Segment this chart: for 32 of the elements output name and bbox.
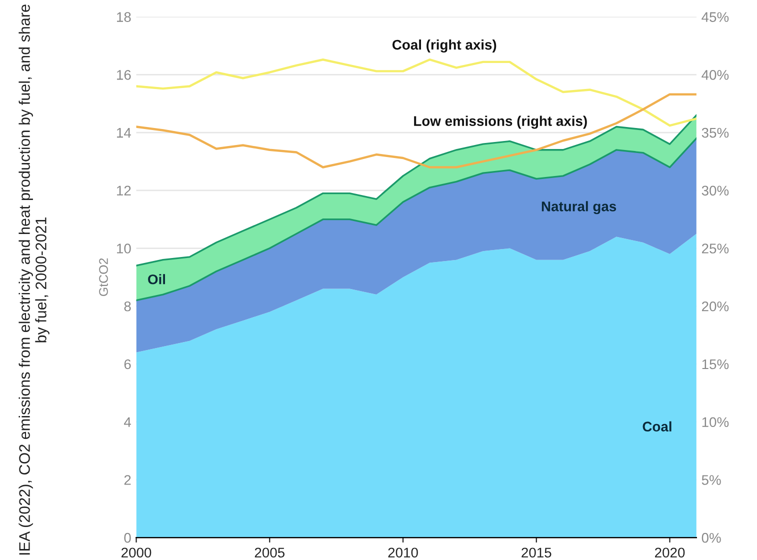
y2-tick-label: 0% [702, 532, 721, 543]
y-tick-label: 4 [124, 417, 131, 427]
y2-tick-label: 10% [702, 417, 729, 428]
y-tick-label: 6 [124, 359, 131, 370]
y-tick-label: 2 [124, 475, 131, 485]
x-tick-label: 2020 [655, 548, 685, 558]
x-tick-label: 2000 [122, 548, 152, 558]
y2-tick-label: 20% [702, 301, 729, 312]
y2-tick-label: 5% [702, 475, 721, 485]
series-label: Low emissions (right axis) [414, 116, 587, 129]
y-axis-title: GtCO2 [99, 258, 108, 296]
y-tick-label: 12 [117, 186, 131, 196]
series-label: Coal (right axis) [392, 39, 496, 53]
line-series [136, 93, 696, 168]
y2-tick-label: 35% [702, 128, 729, 138]
y-tick-label: 16 [117, 70, 131, 80]
y2-tick-label: 45% [702, 12, 729, 22]
y2-tick-label: 30% [702, 186, 729, 196]
y2-tick-label: 25% [702, 244, 729, 254]
line-series [136, 58, 696, 127]
y2-tick-label: 40% [702, 70, 729, 80]
series-label: Natural gas [542, 201, 616, 214]
y-tick-label: 18 [117, 12, 131, 22]
y-tick-label: 14 [117, 128, 131, 138]
x-tick-label: 2015 [522, 548, 552, 558]
text: IEA (2022), CO2 emissions from electricity and heat production by fuel, and share by fuel, 2000-2021 [18, 4, 50, 555]
x-tick-label: 2010 [388, 548, 418, 558]
y-tick-label: 0 [124, 532, 131, 543]
y-tick-label: 10 [117, 244, 131, 254]
y-tick-label: 8 [124, 301, 131, 312]
y2-tick-label: 15% [702, 359, 729, 370]
x-tick-label: 2005 [254, 548, 285, 558]
